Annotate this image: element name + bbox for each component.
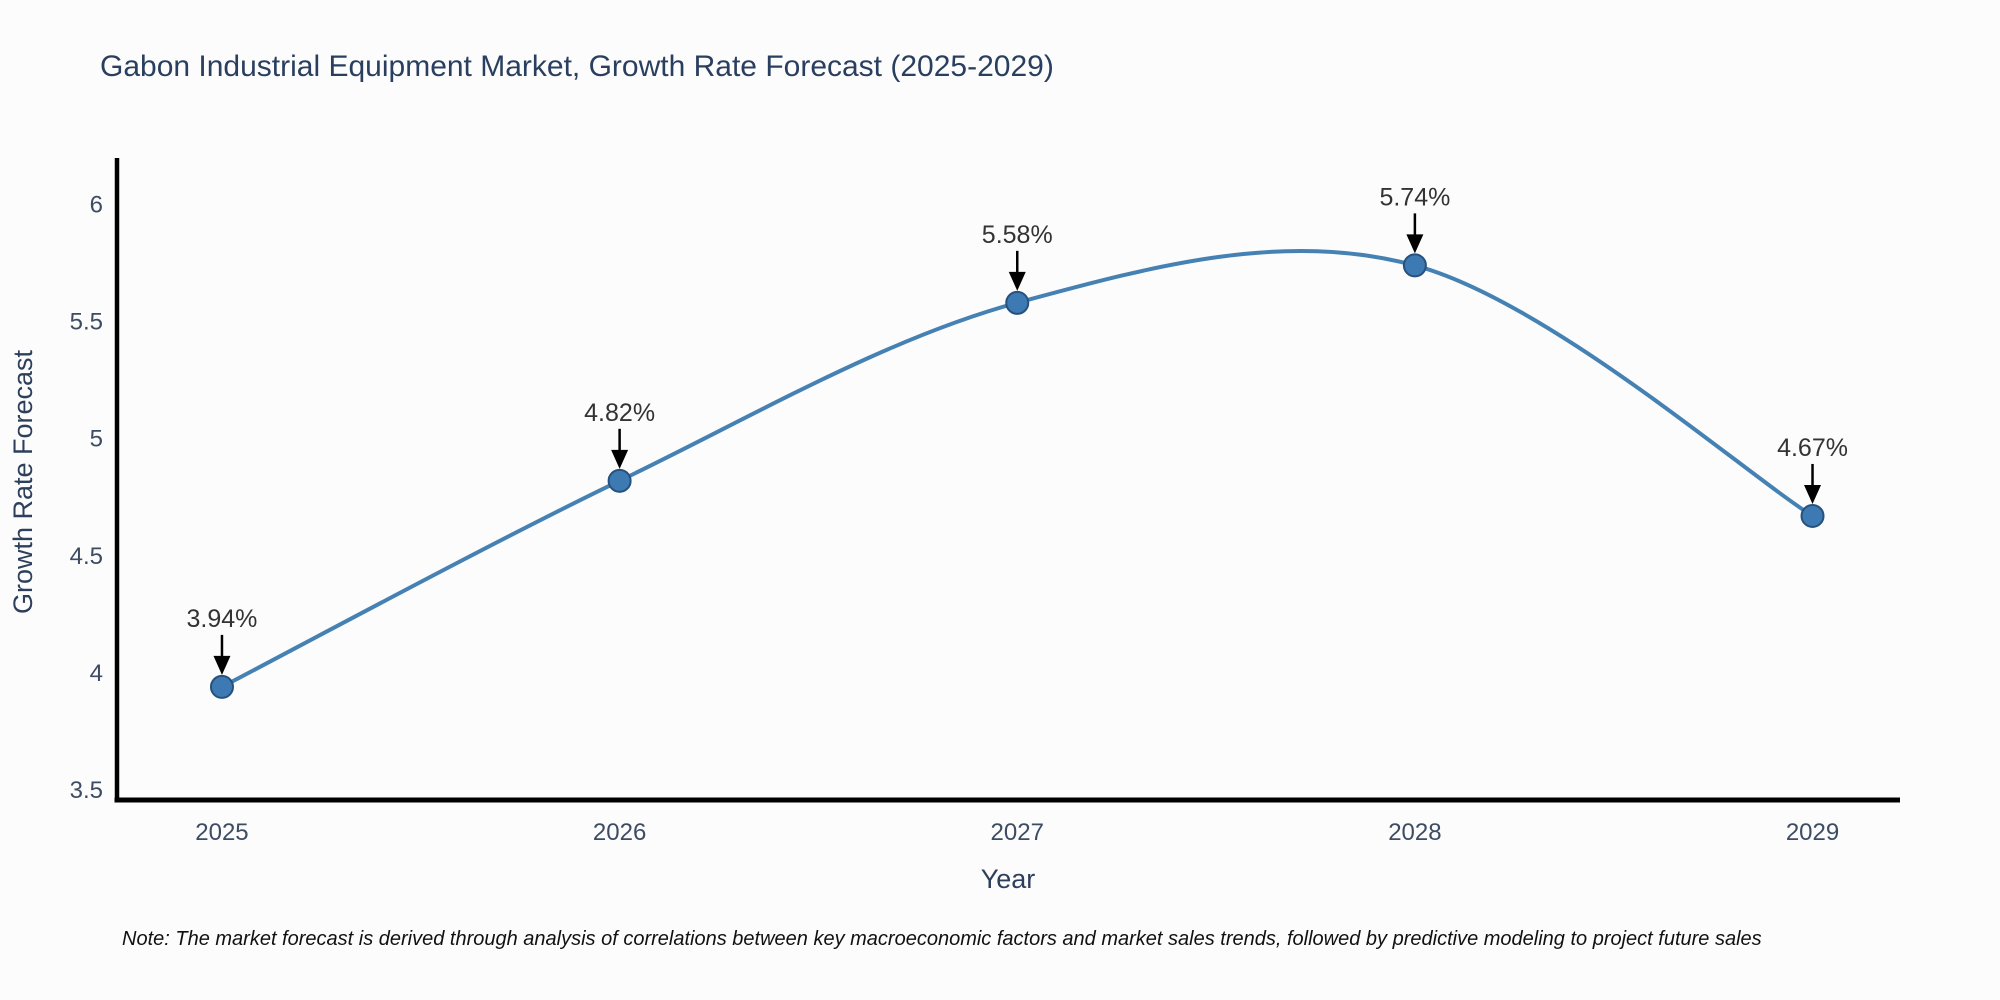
point-annotation: 3.94% <box>187 605 258 633</box>
annotation-arrowhead <box>611 449 629 469</box>
x-tick-label: 2029 <box>1786 819 1839 846</box>
point-annotation: 5.74% <box>1379 183 1450 211</box>
note-text: Note: The market forecast is derived thr… <box>122 928 1762 950</box>
annotation-arrowhead <box>213 655 231 675</box>
data-point <box>1402 253 1427 278</box>
y-tick-label: 4.5 <box>70 543 103 570</box>
y-tick-label: 4 <box>90 660 103 687</box>
plot-area: 3.5 4 4.5 5 5.5 6 2025 2026 2027 2028 2029 3.94% 4.8… <box>70 158 1900 846</box>
chart-title: Gabon Industrial Equipment Market, Growt… <box>100 50 1054 83</box>
y-tick-label: 5.5 <box>70 309 103 336</box>
point-annotation: 4.82% <box>584 399 655 427</box>
data-point <box>1005 290 1030 315</box>
x-tick-label: 2025 <box>195 819 248 846</box>
x-tick-label: 2028 <box>1388 819 1441 846</box>
y-tick-label: 6 <box>90 191 103 218</box>
trend-line <box>219 249 1815 689</box>
x-tick-label: 2026 <box>593 819 646 846</box>
annotation-arrowhead <box>1008 271 1026 291</box>
point-annotation: 5.58% <box>982 221 1053 249</box>
data-point <box>209 674 234 699</box>
data-point <box>1800 503 1825 528</box>
point-annotation: 4.67% <box>1777 434 1848 462</box>
annotation-arrowhead <box>1406 234 1424 254</box>
annotation-arrowhead <box>1804 484 1822 504</box>
y-tick-label: 3.5 <box>70 777 103 804</box>
x-tick-label: 2027 <box>991 819 1044 846</box>
data-point <box>607 468 632 493</box>
y-tick-label: 5 <box>90 426 103 453</box>
x-axis-label: Year <box>981 864 1036 894</box>
y-axis-label: Growth Rate Forecast <box>8 349 38 614</box>
